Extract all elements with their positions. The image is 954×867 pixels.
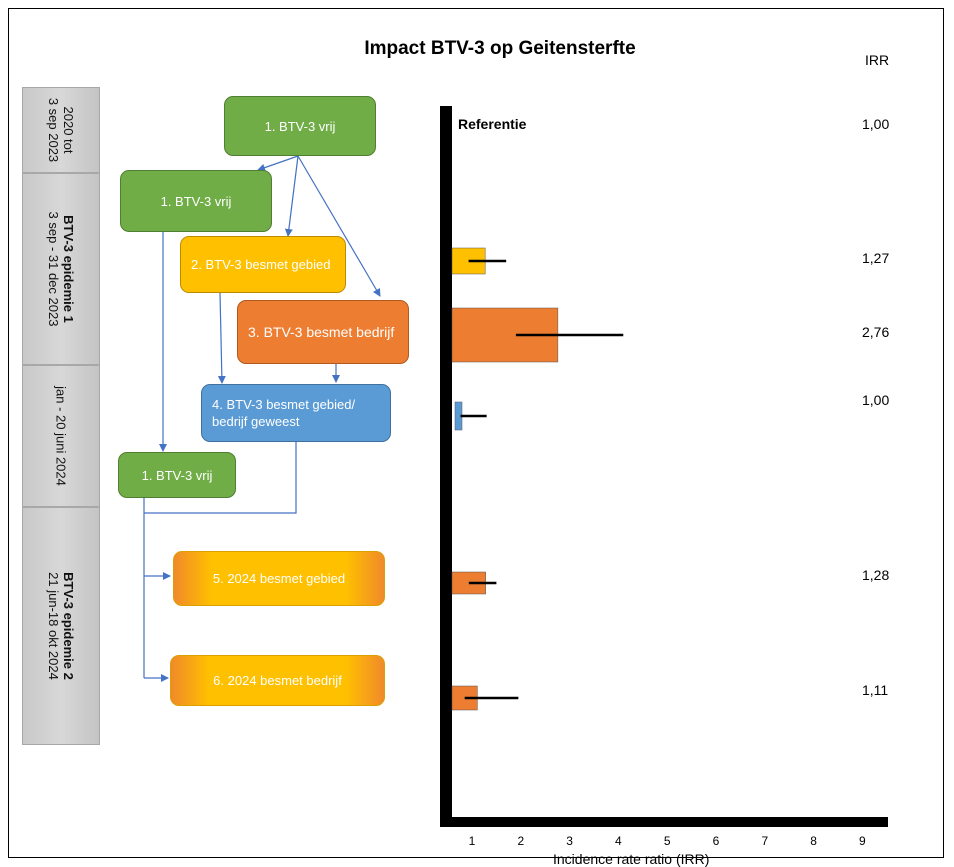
irr-value: 1,00 (862, 392, 890, 408)
reference-label: Referentie (458, 116, 527, 132)
irr-value: 1,00 (862, 116, 890, 132)
box-label: 4. BTV-3 besmet gebied/ bedrijf geweest (212, 397, 356, 429)
x-tick-label: 6 (712, 834, 720, 848)
box-btv3-vrij-low: 1. BTV-3 vrij (118, 452, 236, 498)
box-label: 1. BTV-3 vrij (141, 467, 213, 483)
period-epidemie-2: BTV-3 epidemie 2 21 jun-18 okt 2024 (22, 507, 100, 745)
x-tick-label: 2 (517, 834, 525, 848)
period-jan-jun-2024: jan - 20 juni 2024 (22, 365, 100, 507)
figure-frame (8, 8, 944, 858)
x-tick-label: 7 (761, 834, 769, 848)
box-label: 3. BTV-3 besmet bedrijf (248, 323, 395, 340)
box-btv3-vrij-mid: 1. BTV-3 vrij (120, 170, 272, 232)
x-tick-label: 8 (810, 834, 817, 848)
x-tick-label: 4 (615, 834, 622, 848)
chart-x-axis-baseline (440, 817, 888, 827)
x-tick-label: 5 (663, 834, 671, 848)
box-2024-besmet-bedrijf: 6. 2024 besmet bedrijf (170, 655, 385, 706)
box-btv3-vrij-top: 1. BTV-3 vrij (224, 96, 376, 156)
box-label: 2. BTV-3 besmet gebied (191, 257, 331, 272)
x-axis-label: Incidence rate ratio (IRR) (553, 851, 710, 867)
irr-value: 1,27 (862, 250, 890, 266)
x-tick-label: 9 (859, 834, 866, 848)
chart-y-axis-bar (440, 106, 452, 827)
connector-geweest (144, 442, 297, 514)
irr-value: 1,28 (862, 567, 890, 583)
x-tick-label: 3 (566, 834, 573, 848)
arrow-to-gebied (284, 155, 299, 237)
box-label: 1. BTV-3 vrij (160, 193, 232, 209)
x-tick-label: 1 (468, 834, 476, 848)
box-label: 5. 2024 besmet gebied (212, 571, 346, 586)
arrow-to-bedrijf (297, 155, 381, 297)
period-epidemie-1: BTV-3 epidemie 1 3 sep - 31 dec 2023 (22, 173, 100, 365)
box-label: 6. 2024 besmet bedrijf (213, 673, 342, 688)
irr-column-header: IRR (865, 52, 890, 68)
irr-value: 2,76 (862, 324, 890, 340)
box-btv3-besmet-geweest: 4. BTV-3 besmet gebied/ bedrijf geweest (201, 384, 391, 442)
box-btv3-besmet-gebied: 2. BTV-3 besmet gebied (180, 236, 346, 293)
box-btv3-besmet-bedrijf: 3. BTV-3 besmet bedrijf (237, 300, 409, 364)
box-label: 1. BTV-3 vrij (264, 118, 336, 134)
arrow-to-vrij-mid (257, 155, 299, 172)
irr-value: 1,11 (862, 682, 889, 698)
arrow-gebied-to-geweest (217, 292, 226, 384)
box-2024-besmet-gebied: 5. 2024 besmet gebied (173, 551, 385, 606)
chart-title: Impact BTV-3 op Geitensterfte (364, 38, 636, 59)
period-2020-2023: 2020 tot 3 sep 2023 (22, 87, 100, 173)
